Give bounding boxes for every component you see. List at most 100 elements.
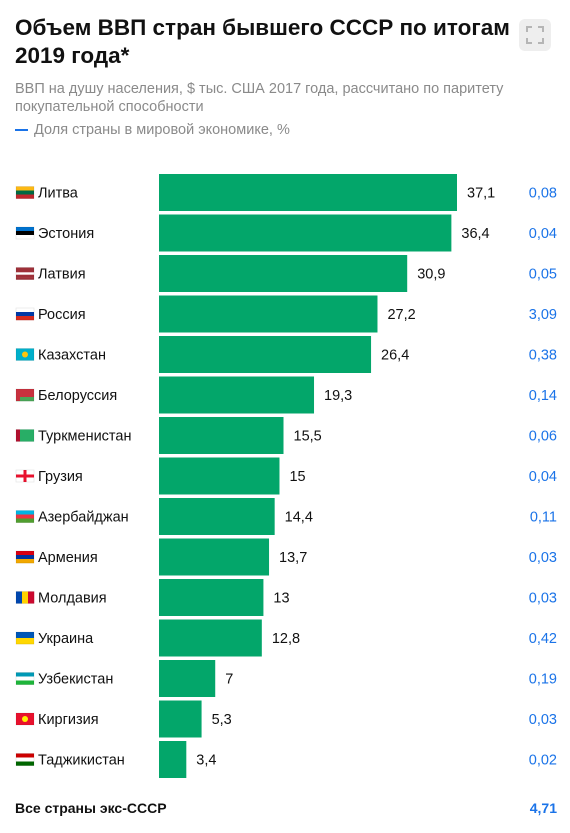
category-label: Киргизия [38,712,99,728]
bar [159,579,264,616]
share-label: 0,03 [529,550,557,566]
value-label: 13,7 [279,550,307,566]
bar-row: Россия 27,2 3,09 [15,295,557,333]
bar-row: Киргизия 5,3 0,03 [15,700,557,738]
bar [159,619,262,657]
share-label: 0,14 [529,388,557,404]
flag-latvia-icon [15,267,35,280]
bar [159,538,270,576]
chart-subtitle: ВВП на душу населения, $ тыс. США 2017 г… [15,81,504,115]
flag-azerbaijan-icon [15,510,35,523]
category-label: Латвия [38,267,86,283]
bar [159,660,216,697]
bar-row: Казахстан 26,4 0,38 [15,336,557,373]
value-label: 27,2 [387,307,415,323]
share-label: 0,19 [529,672,557,688]
share-label: 0,08 [529,186,557,202]
share-label: 0,02 [529,753,557,769]
flag-russia-icon [15,307,35,321]
category-label: Узбекистан [38,672,113,688]
share-label: 0,05 [529,267,557,283]
bar [159,457,280,495]
value-label: 3,4 [196,753,216,769]
bar-row: Белоруссия 19,3 0,14 [15,376,557,414]
expand-icon [526,26,544,44]
category-label: Туркменистан [38,429,131,445]
share-label: 0,03 [529,591,557,607]
share-label: 0,11 [530,510,557,526]
value-label: 14,4 [285,510,313,526]
expand-button[interactable] [519,19,551,51]
bar-row: Латвия 30,9 0,05 [15,255,557,292]
bar-row: Грузия 15 0,04 [15,457,557,495]
category-label: Азербайджан [38,510,129,526]
bar [159,417,284,454]
bar-row: Туркменистан 15,5 0,06 [15,417,557,454]
legend-label: Доля страны в мировой экономике, % [34,122,290,138]
share-label: 0,42 [529,631,557,647]
bar [159,214,452,252]
bar-row: Армения 13,7 0,03 [15,538,557,576]
value-label: 15 [289,469,305,485]
share-label: 0,04 [529,469,557,485]
value-label: 30,9 [417,267,445,283]
bar [159,174,457,211]
bar [159,376,315,414]
flag-lithuania-icon [15,186,35,199]
value-label: 19,3 [324,388,352,404]
flag-uzbekistan-icon [15,672,35,685]
category-label: Белоруссия [38,388,117,404]
category-label: Литва [38,186,79,202]
share-label: 0,38 [529,348,557,364]
category-label: Казахстан [38,348,106,364]
bar [159,498,275,535]
bar [159,700,202,738]
value-label: 7 [225,672,233,688]
flag-moldova-icon [15,591,35,604]
category-label: Грузия [38,469,83,485]
total-label: Все страны экс-СССР [15,800,167,816]
bar-row: Украина 12,8 0,42 [15,619,557,657]
value-label: 13 [273,591,289,607]
value-label: 5,3 [212,712,232,728]
flag-belarus-icon [15,388,35,402]
value-label: 26,4 [381,348,409,364]
flag-estonia-icon [15,226,35,240]
legend: Доля страны в мировой экономике, % [15,121,290,139]
category-label: Таджикистан [38,753,125,769]
flag-kyrgyzstan-icon [15,712,35,726]
value-label: 36,4 [461,226,489,242]
chart-title: Объем ВВП стран бывшего СССР по итогам 2… [15,15,510,68]
legend-line-swatch [15,129,28,131]
bar-row: Молдавия 13 0,03 [15,579,557,616]
flag-tajikistan-icon [15,753,35,766]
flag-armenia-icon [15,550,35,564]
flag-ukraine-icon [15,631,35,645]
bar [159,295,378,333]
bar [159,741,187,778]
category-label: Армения [38,550,98,566]
bar [159,336,372,373]
value-label: 12,8 [272,631,300,647]
bar [159,255,408,292]
flag-georgia-icon [15,469,35,483]
flag-kazakhstan-icon [15,348,35,361]
flag-turkmenistan-icon [15,429,35,442]
total-value: 4,71 [529,800,557,816]
share-label: 3,09 [529,307,557,323]
category-label: Россия [38,307,86,323]
value-label: 37,1 [467,186,495,202]
share-label: 0,06 [529,429,557,445]
bar-row: Литва 37,1 0,08 [15,174,557,211]
bar-row: Таджикистан 3,4 0,02 [15,741,557,778]
bar-row: Эстония 36,4 0,04 [15,214,557,252]
category-label: Эстония [38,226,94,242]
bar-row: Узбекистан 7 0,19 [15,660,557,697]
value-label: 15,5 [294,429,322,445]
bar-row: Азербайджан 14,4 0,11 [15,498,557,535]
share-label: 0,03 [529,712,557,728]
category-label: Молдавия [38,591,107,607]
category-label: Украина [38,631,94,647]
share-label: 0,04 [529,226,557,242]
